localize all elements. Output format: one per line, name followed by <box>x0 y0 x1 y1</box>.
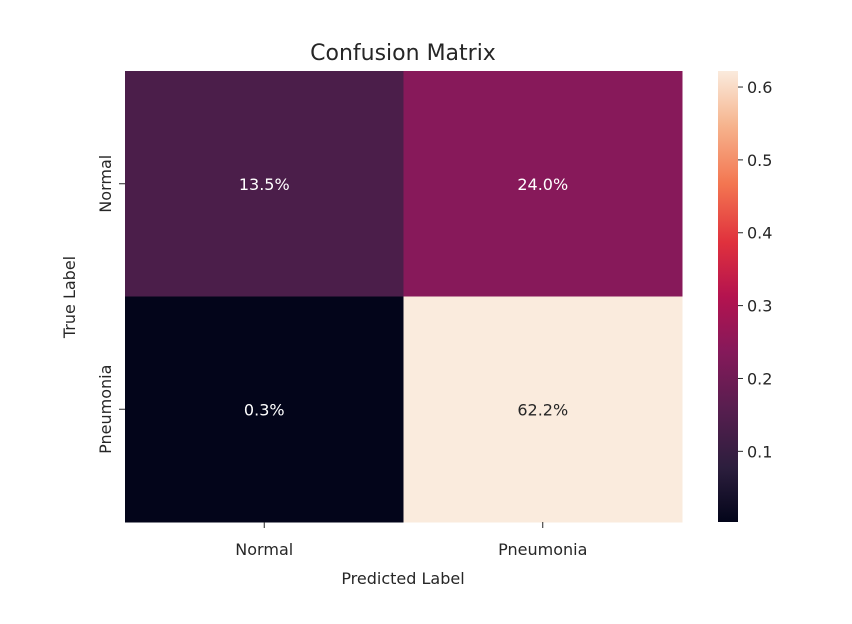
colorbar-gradient <box>718 71 738 522</box>
y-tick-label-0: Normal <box>96 155 115 213</box>
cell-value-label-1-0: 0.3% <box>244 400 285 419</box>
colorbar-tick-label-5: 0.6 <box>747 78 772 97</box>
y-axis-title: True Label <box>60 256 79 339</box>
x-axis-ticks: Normal Pneumonia <box>235 522 587 559</box>
heatmap-cells <box>125 71 683 523</box>
colorbar-tick-label-2: 0.3 <box>747 297 772 316</box>
colorbar-tick-label-0: 0.1 <box>747 442 772 461</box>
colorbar-tick-label-4: 0.5 <box>747 151 772 170</box>
y-axis-ticks: Normal Pneumonia <box>96 155 125 454</box>
y-tick-label-1: Pneumonia <box>96 365 115 454</box>
cell-value-label-0-0: 13.5% <box>239 175 290 194</box>
heatmap-cell-labels: 13.5% 24.0% 0.3% 62.2% <box>239 175 568 420</box>
chart-title: Confusion Matrix <box>310 41 496 66</box>
colorbar: 0.1 0.2 0.3 0.4 0.5 0.6 <box>718 71 772 522</box>
heatmap-cell-0-1 <box>403 71 683 297</box>
heatmap-cell-0-0 <box>125 71 404 297</box>
cell-value-label-0-1: 24.0% <box>517 175 568 194</box>
heatmap-cell-1-1 <box>403 296 683 523</box>
x-tick-label-0: Normal <box>235 540 293 559</box>
colorbar-tick-label-3: 0.4 <box>747 224 772 243</box>
x-axis-title: Predicted Label <box>341 569 464 588</box>
x-tick-label-1: Pneumonia <box>498 540 587 559</box>
heatmap-cell-1-0 <box>125 296 404 523</box>
colorbar-tick-label-1: 0.2 <box>747 369 772 388</box>
cell-value-label-1-1: 62.2% <box>517 400 568 419</box>
